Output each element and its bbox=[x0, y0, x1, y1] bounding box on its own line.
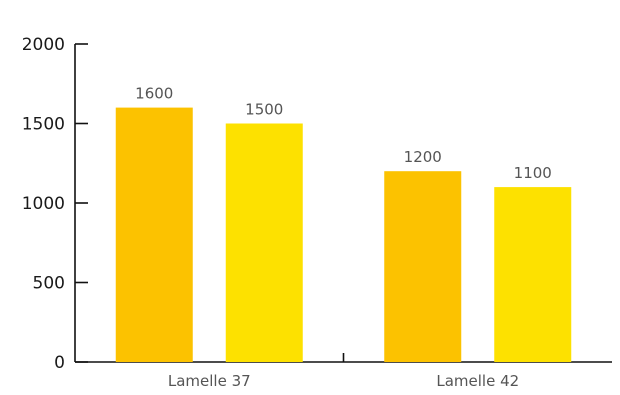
x-category-label: Lamelle 37 bbox=[168, 372, 251, 390]
y-tick-label: 1000 bbox=[22, 194, 65, 214]
y-tick-label: 500 bbox=[33, 274, 65, 294]
bar-value-label: 1200 bbox=[404, 148, 442, 166]
data-labels: 1600 1500 1200 1100 bbox=[135, 85, 552, 183]
bar-value-label: 1100 bbox=[514, 164, 552, 182]
bar bbox=[115, 107, 193, 362]
bar bbox=[494, 187, 572, 362]
y-axis: 0 500 1000 1500 2000 bbox=[22, 35, 88, 373]
y-tick-label: 1500 bbox=[22, 115, 65, 135]
bars bbox=[115, 107, 572, 362]
bar bbox=[384, 171, 462, 362]
y-tick-label: 2000 bbox=[22, 35, 65, 55]
y-tick-label: 0 bbox=[54, 353, 65, 373]
x-category-label: Lamelle 42 bbox=[436, 372, 519, 390]
bar-value-label: 1600 bbox=[135, 85, 173, 103]
bar bbox=[225, 123, 303, 362]
bar-value-label: 1500 bbox=[245, 101, 283, 119]
